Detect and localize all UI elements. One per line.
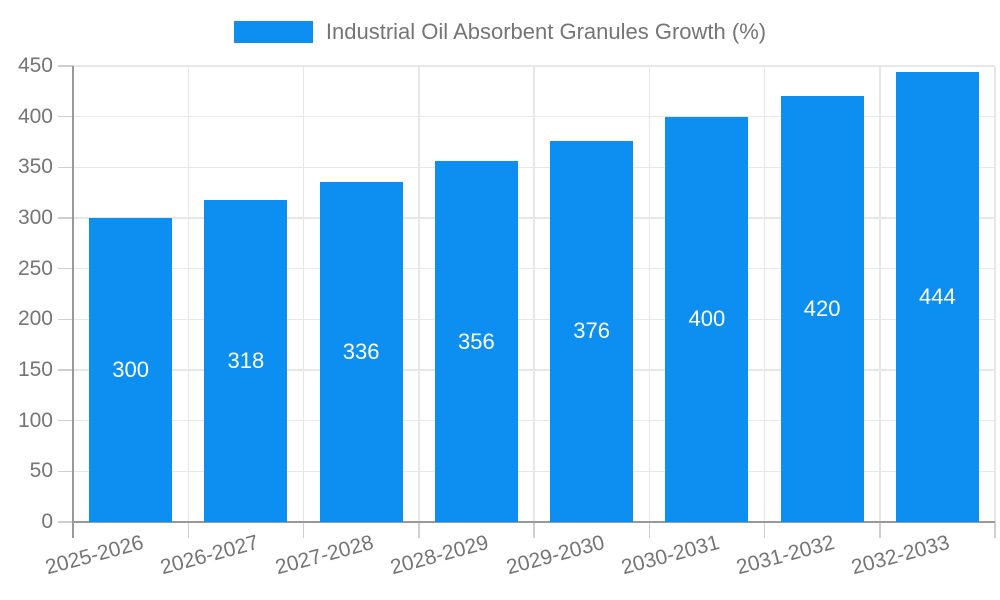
bar-value-label: 420 xyxy=(803,296,841,322)
y-axis-tick-label: 300 xyxy=(17,206,53,229)
legend-swatch xyxy=(233,21,313,43)
y-axis-tick-label: 150 xyxy=(17,358,53,381)
bar-value-label: 356 xyxy=(458,328,495,354)
bar[interactable] xyxy=(204,199,288,522)
x-gridline xyxy=(879,66,881,522)
y-axis-tick-label: 450 xyxy=(17,54,53,77)
x-tick xyxy=(879,522,881,538)
x-gridline xyxy=(418,66,420,522)
bar[interactable] xyxy=(550,140,634,522)
y-axis-tick-label: 400 xyxy=(17,104,53,128)
bar-value-label: 444 xyxy=(919,284,956,310)
bar-value-label: 400 xyxy=(688,306,726,332)
y-axis-tick-label: 250 xyxy=(17,256,53,280)
bar[interactable] xyxy=(434,161,518,522)
y-tick xyxy=(58,166,73,169)
x-tick xyxy=(763,522,766,538)
x-tick xyxy=(533,522,535,538)
bar[interactable] xyxy=(895,72,979,522)
bar-value-label: 376 xyxy=(573,318,610,344)
y-axis-tick-label: 0 xyxy=(41,510,53,533)
y-axis-tick-label: 100 xyxy=(17,408,53,432)
y-axis-tick-label: 50 xyxy=(29,459,53,483)
bar-value-label: 336 xyxy=(342,338,380,364)
y-tick xyxy=(58,217,73,219)
x-gridline xyxy=(302,66,305,522)
y-tick xyxy=(58,267,73,270)
bar[interactable] xyxy=(319,181,403,522)
x-tick xyxy=(187,522,189,538)
bar[interactable] xyxy=(665,116,749,522)
y-tick xyxy=(58,369,73,371)
bar-value-label: 300 xyxy=(112,357,149,382)
bar[interactable] xyxy=(780,96,864,522)
y-tick xyxy=(58,115,73,118)
y-tick xyxy=(58,470,73,473)
x-gridline xyxy=(187,66,189,522)
x-gridline xyxy=(763,66,766,522)
y-axis-tick-label: 350 xyxy=(17,155,53,179)
legend-item[interactable]: Industrial Oil Absorbent Granules Growth… xyxy=(0,19,1000,45)
x-tick xyxy=(302,522,305,538)
y-tick xyxy=(58,521,73,523)
x-gridline xyxy=(648,66,650,522)
y-tick xyxy=(58,318,73,321)
x-tick xyxy=(648,522,650,538)
y-tick xyxy=(58,419,73,422)
y-tick xyxy=(58,65,73,67)
x-gridline xyxy=(994,66,996,522)
bar[interactable] xyxy=(89,218,173,522)
legend-label: Industrial Oil Absorbent Granules Growth… xyxy=(325,19,767,44)
x-axis-line xyxy=(73,521,995,523)
x-tick xyxy=(418,522,420,538)
x-gridline xyxy=(533,66,535,522)
y-axis-tick-label: 200 xyxy=(17,307,53,331)
x-tick xyxy=(994,522,996,538)
bar-value-label: 318 xyxy=(227,347,265,373)
y-axis-line xyxy=(72,66,74,538)
